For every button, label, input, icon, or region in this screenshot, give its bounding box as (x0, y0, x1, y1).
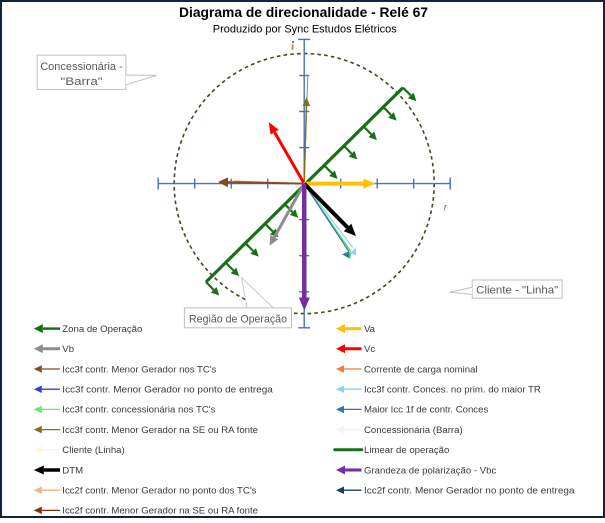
svg-text:Icc3f contr. Menor Gerador nos: Icc3f contr. Menor Gerador nos TC's (62, 364, 216, 375)
svg-text:Vc: Vc (364, 344, 375, 355)
svg-text:Cliente - "Linha": Cliente - "Linha" (476, 285, 558, 297)
svg-text:Icc3f contr. Menor Gerador no: Icc3f contr. Menor Gerador no ponto de e… (62, 385, 273, 396)
svg-text:Maior Icc 1f de contr. Conces: Maior Icc 1f de contr. Conces (364, 405, 488, 416)
svg-text:Va: Va (364, 324, 376, 335)
svg-text:Icc2f contr. Menor Gerador no: Icc2f contr. Menor Gerador no ponto de e… (364, 486, 575, 497)
svg-text:Zona de Operação: Zona de Operação (62, 324, 142, 335)
svg-text:Limear de operação: Limear de operação (364, 445, 449, 456)
svg-text:DTM: DTM (62, 465, 83, 476)
svg-text:Icc3f contr. Conces. no prim.: Icc3f contr. Conces. no prim. do maior T… (364, 385, 541, 396)
svg-text:Concessionária -: Concessionária - (40, 61, 123, 73)
svg-text:Icc3f contr. Menor Gerador na: Icc3f contr. Menor Gerador na SE ou RA f… (62, 425, 258, 436)
svg-text:Corrente de carga nominal: Corrente de carga nominal (364, 364, 478, 375)
svg-text:Vb: Vb (62, 344, 74, 355)
svg-text:Diagrama de direcionalidade -: Diagrama de direcionalidade - Relé 67 (179, 4, 428, 20)
svg-text:Região de Operação: Região de Operação (189, 314, 287, 326)
svg-text:Concessionária (Barra): Concessionária (Barra) (364, 425, 463, 436)
svg-text:"Barra": "Barra" (61, 76, 103, 88)
svg-text:Produzido por Sync Estudos Elé: Produzido por Sync Estudos Elétricos (213, 24, 397, 36)
svg-text:Grandeza de polarização - Vbc: Grandeza de polarização - Vbc (364, 465, 496, 476)
svg-text:Icc2f contr. Menor Gerador no: Icc2f contr. Menor Gerador no ponto dos … (62, 486, 256, 497)
svg-text:Cliente (Linha): Cliente (Linha) (62, 445, 124, 456)
svg-text:Icc3f contr. concessionária no: Icc3f contr. concessionária nos TC's (62, 405, 215, 416)
svg-text:Icc2f contr. Menor Gerador na: Icc2f contr. Menor Gerador na SE ou RA f… (62, 506, 258, 517)
